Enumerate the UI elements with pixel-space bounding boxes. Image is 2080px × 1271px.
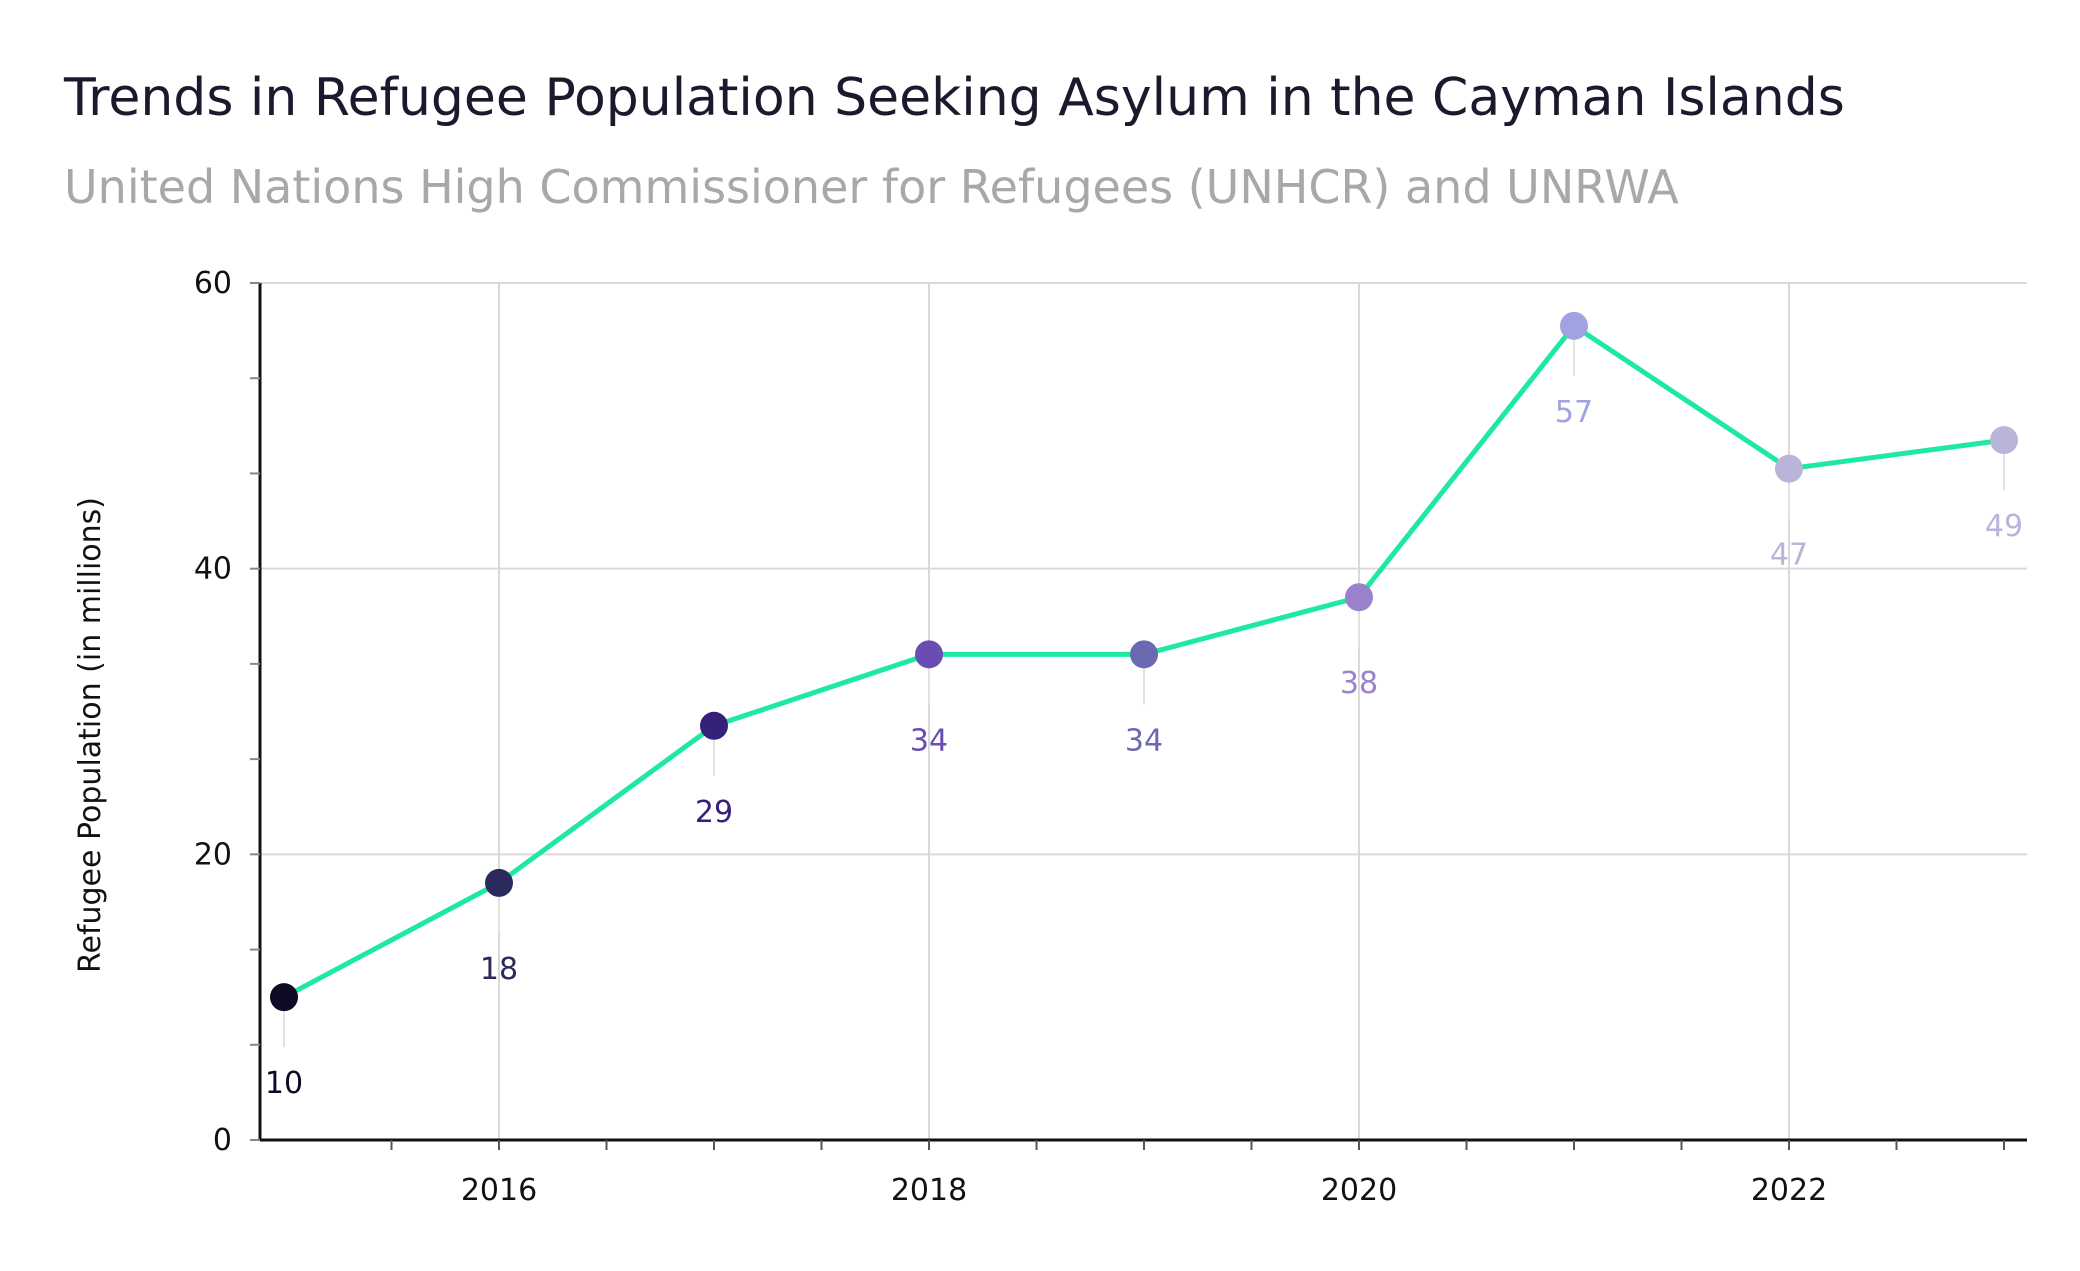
chart-title: Trends in Refugee Population Seeking Asy… (64, 68, 1845, 128)
data-point (1990, 426, 2018, 455)
y-tick-label: 40 (194, 552, 232, 587)
data-point (1775, 454, 1803, 483)
y-tick-label: 20 (194, 837, 232, 872)
y-tick-label: 60 (194, 266, 232, 301)
data-label: 34 (910, 723, 948, 758)
data-label: 18 (480, 952, 518, 987)
x-tick-label: 2022 (1751, 1173, 1827, 1208)
data-label: 10 (265, 1066, 303, 1101)
data-point (1130, 640, 1158, 669)
x-tick-labels: 2016 2018 2020 2022 (461, 1173, 1827, 1208)
data-label: 57 (1555, 395, 1593, 430)
data-label: 29 (695, 795, 733, 830)
data-point (485, 868, 513, 897)
grid (260, 282, 2027, 1140)
data-label: 47 (1770, 538, 1808, 573)
y-axis-label: Refugee Population (in millions) (73, 497, 108, 973)
chart-subtitle: United Nations High Commissioner for Ref… (64, 160, 1679, 214)
data-point (915, 640, 943, 669)
data-label: 34 (1125, 723, 1163, 758)
y-tick-labels: 0 20 40 60 (194, 266, 232, 1158)
data-point (1560, 311, 1588, 340)
data-point (700, 711, 728, 740)
data-label: 38 (1340, 666, 1378, 701)
series: 10 18 29 34 34 38 57 47 49 (265, 311, 2023, 1101)
axes (250, 282, 2027, 1150)
y-tick-label: 0 (213, 1123, 232, 1158)
x-tick-label: 2020 (1321, 1173, 1397, 1208)
data-label: 49 (1985, 509, 2023, 544)
x-tick-label: 2016 (461, 1173, 537, 1208)
x-tick-label: 2018 (891, 1173, 967, 1208)
data-point (270, 983, 298, 1012)
data-point (1345, 583, 1373, 612)
